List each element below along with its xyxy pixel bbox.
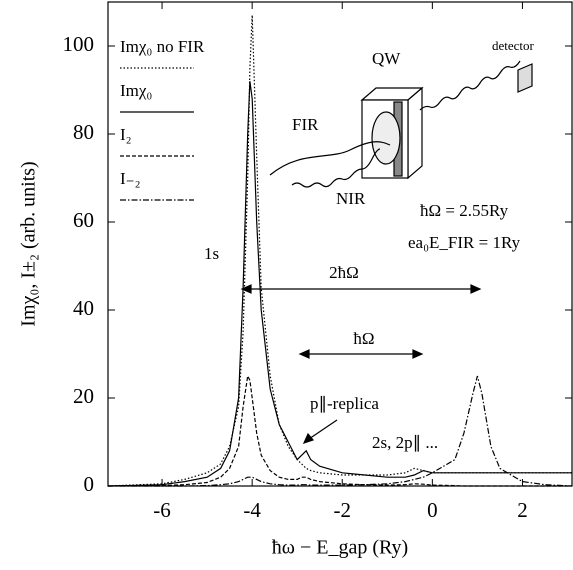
annotation: 2ħΩ	[329, 263, 359, 282]
legend-label: I₂	[120, 125, 132, 144]
plot-frame	[107, 1, 573, 487]
y-tick-label: 0	[84, 472, 95, 496]
annotation: ea₀E_FIR = 1Ry	[408, 233, 521, 252]
annotation: NIR	[336, 189, 366, 208]
annotation: ħΩ = 2.55Ry	[420, 201, 509, 220]
arrow-heads	[302, 432, 315, 444]
y-tick-label: 20	[73, 384, 94, 408]
annotation: ħΩ	[353, 329, 374, 348]
y-tick-label: 60	[73, 208, 94, 232]
annotation: detector	[492, 38, 535, 53]
y-tick-label: 40	[73, 296, 94, 320]
x-tick-label: -2	[334, 498, 352, 522]
annotation: FIR	[292, 115, 319, 134]
annotation: p∥-replica	[310, 394, 379, 413]
x-tick-label: 0	[427, 498, 438, 522]
inset-diagram	[269, 60, 533, 188]
arrow-heads	[298, 349, 424, 359]
annotation: QW	[372, 49, 401, 68]
x-tick-label: -4	[243, 498, 261, 522]
annotation: 1s	[204, 244, 219, 263]
y-axis-label: Imχ₀, I±₂ (arb. units)	[18, 161, 40, 326]
annotation: 2s, 2p∥ ...	[372, 433, 438, 452]
x-axis-label: ħω − E_gap (Ry)	[272, 537, 408, 559]
legend-label: I₋₂	[120, 169, 141, 188]
series-line	[108, 375, 573, 487]
series-line	[107, 81, 572, 487]
legend-label: Imχ₀ no FIR	[120, 37, 205, 56]
x-tick-label: 2	[517, 498, 528, 522]
legend-label: Imχ₀	[120, 81, 152, 100]
arrows	[240, 284, 482, 444]
y-tick-label: 80	[73, 120, 94, 144]
series-line	[107, 374, 572, 487]
arrow-heads	[240, 284, 482, 294]
y-tick-label: 100	[63, 32, 95, 56]
x-tick-label: -6	[153, 498, 171, 522]
